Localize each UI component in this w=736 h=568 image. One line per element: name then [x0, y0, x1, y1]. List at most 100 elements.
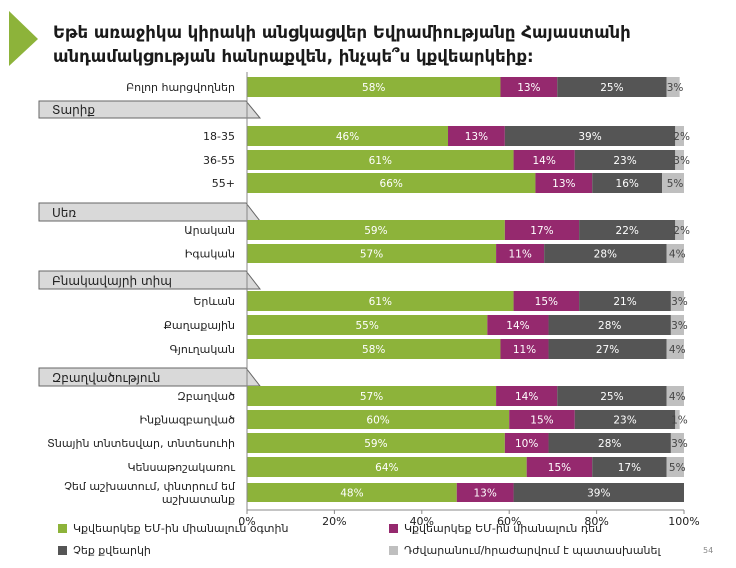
- section-header-label: Բնակավայրի տիպ: [52, 274, 172, 288]
- bar-segment: [666, 339, 684, 359]
- bar-value-label: 13%: [465, 131, 488, 143]
- bar-segment: [513, 291, 580, 311]
- bar-segment: [247, 77, 501, 97]
- bar-row: 36-55 61% 14% 23% 3%: [203, 150, 690, 170]
- section-header-label: Զբաղվածություն: [52, 371, 160, 385]
- bar-row: Բոլոր հարցվողներ 58% 13% 25% 3%: [126, 77, 683, 97]
- bar-segment: [666, 386, 684, 406]
- bar-value-label: 13%: [517, 82, 540, 94]
- bar-value-label: 25%: [600, 391, 623, 403]
- bar-value-label: 3%: [667, 82, 684, 94]
- section-header-label: Սեռ: [52, 206, 76, 220]
- bar-value-label: 59%: [364, 438, 387, 450]
- bar-segment: [247, 433, 505, 453]
- bar-segment: [247, 457, 527, 477]
- bar-value-label: 27%: [596, 344, 619, 356]
- bar-value-label: 13%: [552, 178, 575, 190]
- x-tick-label: 60%: [497, 515, 521, 528]
- bar-value-label: 15%: [530, 415, 553, 427]
- bar-value-label: 17%: [530, 225, 553, 237]
- row-label: Քաղաքային: [164, 319, 235, 332]
- bar-segment: [548, 339, 667, 359]
- bar-row: 18-35 46% 13% 39% 2%: [203, 126, 690, 146]
- bar-segment: [592, 457, 667, 477]
- row-label: 36-55: [203, 154, 235, 167]
- section-header-tab: [38, 100, 262, 119]
- bar-row: Չեմ աշխատում, փնտրում եմ աշխատանք 48% 13% 39…: [64, 480, 684, 506]
- bar-value-label: 22%: [616, 225, 639, 237]
- bar-segment: [504, 126, 676, 146]
- chart-title-line-2: անդամակցության հանրաքվեն, ինչպե՞ս կքվեար…: [53, 47, 534, 66]
- bar-segment: [500, 77, 558, 97]
- row-label: Կենսաթոշակառու: [127, 461, 235, 474]
- legend-swatch: [58, 546, 67, 555]
- row-label: Գյուղական: [170, 343, 235, 356]
- bar-value-label: 58%: [362, 344, 385, 356]
- bar-value-label: 60%: [366, 415, 389, 427]
- bar-value-label: 4%: [669, 391, 686, 403]
- legend-swatch: [389, 524, 398, 533]
- bar-segment: [247, 386, 497, 406]
- bar-segment: [509, 410, 575, 429]
- bar-value-label: 3%: [671, 320, 688, 332]
- section-header: Զբաղվածություն: [38, 367, 262, 387]
- bar-segment: [579, 220, 676, 240]
- row-label: Արական: [184, 224, 235, 237]
- section-header-label: Տարիք: [52, 103, 95, 117]
- bar-segment: [247, 150, 514, 170]
- bar-segment: [666, 457, 684, 477]
- bar-segment: [662, 173, 684, 193]
- bar-value-label: 55%: [356, 320, 379, 332]
- bars-layer: Բոլոր հարցվողներ 58% 13% 25% 3% Տարիք 18-35 46%…: [38, 77, 690, 506]
- bar-segment: [675, 410, 680, 429]
- bar-row: Իգական 57% 11% 28% 4%: [185, 244, 686, 263]
- section-header: Տարիք: [38, 100, 262, 119]
- bar-value-label: 39%: [587, 488, 610, 500]
- bar-value-label: 11%: [513, 344, 536, 356]
- legend: Կքվեարկեք ԵՄ-ին միանալուն օգտին Կքվեարկեք…: [58, 522, 661, 557]
- bar-value-label: 64%: [375, 462, 398, 474]
- bar-segment: [500, 339, 549, 359]
- bar-segment: [504, 433, 549, 453]
- bar-segment: [548, 433, 671, 453]
- section-header-tab: [38, 270, 262, 290]
- bar-value-label: 23%: [613, 155, 636, 167]
- bar-segment: [247, 410, 510, 429]
- bar-segment: [247, 339, 501, 359]
- row-label: Տնային տնտեսվար, տնտեսուհի: [47, 437, 235, 450]
- x-tick-label: 20%: [322, 515, 346, 528]
- legend-swatch: [58, 524, 67, 533]
- legend-label: Կքվեարկեք ԵՄ-ին միանալուն օգտին: [73, 522, 288, 535]
- bar-segment: [675, 126, 684, 146]
- bar-value-label: 28%: [594, 249, 617, 261]
- bar-segment: [579, 291, 671, 311]
- bar-row: 55+ 66% 13% 16% 5%: [212, 173, 684, 193]
- row-label: 55+: [212, 177, 235, 190]
- bar-segment: [544, 244, 667, 263]
- legend-item: Կքվեարկեք ԵՄ-ին միանալուն օգտին: [58, 522, 288, 535]
- legend-item: Չեք քվեարկի: [58, 544, 151, 557]
- bar-segment: [496, 244, 545, 263]
- bar-value-label: 14%: [515, 391, 538, 403]
- row-label: Երևան: [193, 295, 235, 308]
- bar-value-label: 66%: [380, 178, 403, 190]
- bar-value-label: 15%: [548, 462, 571, 474]
- bar-value-label: 16%: [616, 178, 639, 190]
- bar-segment: [557, 77, 667, 97]
- bar-row: Գյուղական 58% 11% 27% 4%: [170, 339, 686, 359]
- section-header: Բնակավայրի տիպ: [38, 270, 262, 290]
- bar-segment: [487, 315, 549, 335]
- row-label: 18-35: [203, 130, 235, 143]
- bar-value-label: 14%: [506, 320, 529, 332]
- bar-segment: [247, 126, 449, 146]
- bar-value-label: 59%: [364, 225, 387, 237]
- x-tick-label: 80%: [584, 515, 608, 528]
- bar-row: Կենսաթոշակառու 64% 15% 17% 5%: [127, 457, 686, 477]
- bar-segment: [247, 315, 488, 335]
- bar-value-label: 23%: [613, 415, 636, 427]
- bar-segment: [666, 244, 684, 263]
- bar-segment: [670, 315, 684, 335]
- bar-segment: [448, 126, 505, 146]
- bar-segment: [675, 150, 684, 170]
